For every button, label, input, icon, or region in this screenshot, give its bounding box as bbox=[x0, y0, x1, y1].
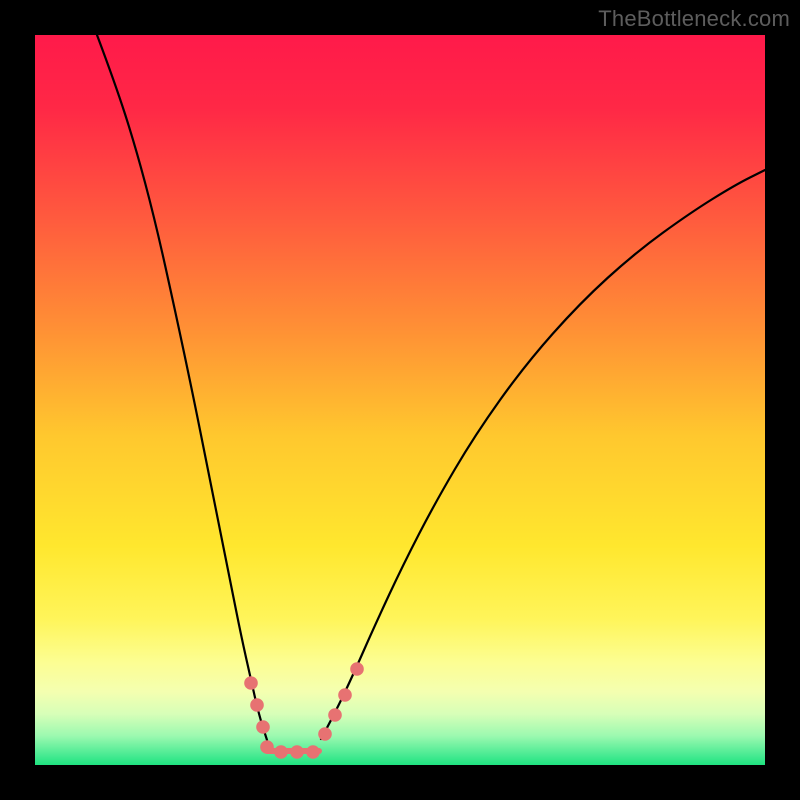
data-marker bbox=[306, 745, 320, 759]
watermark-text: TheBottleneck.com bbox=[598, 6, 790, 32]
data-marker bbox=[318, 727, 332, 741]
data-marker bbox=[274, 745, 288, 759]
data-marker bbox=[244, 676, 258, 690]
curve-layer bbox=[35, 35, 765, 765]
data-marker bbox=[250, 698, 264, 712]
chart-canvas: TheBottleneck.com bbox=[0, 0, 800, 800]
data-marker bbox=[338, 688, 352, 702]
data-marker bbox=[328, 708, 342, 722]
data-marker bbox=[256, 720, 270, 734]
marker-group bbox=[244, 662, 364, 759]
curve-right-line bbox=[321, 170, 765, 739]
curve-left-line bbox=[97, 35, 267, 740]
data-marker bbox=[290, 745, 304, 759]
data-marker bbox=[350, 662, 364, 676]
plot-area bbox=[35, 35, 765, 765]
data-marker bbox=[260, 740, 274, 754]
